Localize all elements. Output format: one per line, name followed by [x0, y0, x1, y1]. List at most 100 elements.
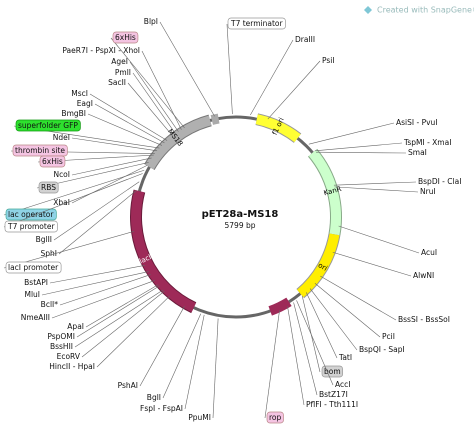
leader-line	[267, 60, 321, 120]
leader-line	[264, 310, 280, 419]
site-label: BglII	[36, 181, 140, 244]
site-label: bom	[301, 295, 344, 378]
feature-tag: RBS	[41, 183, 56, 192]
leader-line	[81, 290, 165, 358]
watermark-icon	[364, 6, 372, 14]
site-label: lacI promoter	[3, 231, 135, 274]
feature-tag: lacI promoter	[8, 263, 59, 272]
feature-arc	[145, 115, 212, 170]
enzyme-name: BstZ17I	[319, 390, 348, 399]
site-label: T7 terminator	[226, 17, 286, 115]
site-label: XbaI	[53, 165, 147, 207]
enzyme-name: NcoI	[53, 170, 70, 179]
enzyme-name: MscI	[71, 89, 88, 98]
site-label: DraIII	[250, 35, 315, 116]
feature-arc	[255, 114, 301, 143]
plasmid-length: 5799 bp	[225, 221, 256, 230]
leader-line	[338, 225, 420, 254]
enzyme-name: BssSI - BssSoI	[398, 315, 450, 324]
site-label: HincII - HpaI	[49, 295, 171, 371]
site-label: rop	[264, 310, 284, 424]
feature-tag: lac operator	[8, 210, 54, 219]
leader-line	[85, 284, 159, 328]
enzyme-name: BspDI - ClaI	[418, 177, 461, 186]
site-label: PshAI	[118, 306, 185, 390]
enzyme-name: SmaI	[408, 148, 427, 157]
leader-line	[41, 271, 149, 296]
feature-tag: superfolder GFP	[18, 121, 78, 130]
site-label: AlwNI	[332, 251, 434, 280]
site-label: SacII	[108, 78, 173, 137]
site-label: PflFI - Tth111I	[287, 306, 358, 409]
leader-line	[58, 190, 137, 255]
feature-arc	[131, 189, 196, 313]
label-box	[227, 17, 286, 30]
site-label: NmeAIII	[21, 280, 155, 322]
leader-line	[159, 21, 215, 117]
site-label: BspDI - ClaI	[333, 177, 461, 186]
label-box	[321, 365, 344, 378]
enzyme-name: BstAPI	[24, 278, 48, 287]
leader-line	[89, 93, 168, 141]
leader-line	[71, 165, 147, 204]
site-label: PaeR7I - PspXI - XhoI	[62, 46, 182, 130]
enzyme-name: NdeI	[53, 133, 70, 142]
site-label: ApaI	[67, 284, 159, 331]
leader-line	[141, 50, 182, 130]
label-box	[39, 155, 66, 168]
leader-line	[250, 39, 294, 116]
leader-line	[51, 280, 155, 319]
leader-line	[333, 181, 417, 186]
label-box	[112, 31, 139, 44]
site-label: 6xHis	[110, 31, 185, 128]
site-label: NcoI	[53, 157, 152, 179]
label-box	[38, 181, 59, 194]
site-label: AcuI	[338, 225, 437, 257]
leader-line	[287, 306, 305, 406]
leader-line	[334, 186, 419, 193]
site-label: PciI	[314, 282, 395, 341]
site-label: BstZ17I	[293, 302, 348, 399]
enzyme-name: AsiSI - PvuI	[396, 118, 438, 127]
feature-tag: bom	[324, 367, 341, 376]
feature-tag: T7 terminator	[230, 19, 284, 28]
leader-line	[293, 302, 318, 396]
leader-line	[212, 318, 219, 419]
plasmid-name: pET28a-MS18	[202, 209, 279, 220]
site-label: PmlI	[115, 68, 176, 134]
leader-line	[226, 23, 233, 115]
leader-line	[71, 157, 152, 176]
feature-tag: thrombin site	[15, 146, 65, 155]
enzyme-name: NruI	[420, 187, 436, 196]
site-label: MscI	[71, 89, 168, 141]
feature-arc	[308, 149, 341, 236]
enzyme-name: BglII	[36, 235, 52, 244]
enzyme-name: BspQI - SapI	[359, 345, 405, 354]
leader-line	[71, 137, 158, 152]
site-label: BstAPI	[24, 265, 146, 287]
label-box	[15, 119, 81, 132]
leader-line	[162, 313, 202, 399]
site-label: EcoRV	[57, 290, 165, 361]
enzyme-name: BclI*	[41, 300, 59, 309]
label-box	[12, 144, 68, 157]
leader-line	[110, 37, 185, 128]
enzyme-name: AcuI	[421, 248, 437, 257]
enzyme-name: PmlI	[115, 68, 131, 77]
site-label: SmaI	[316, 148, 427, 157]
leader-line	[296, 300, 334, 386]
feature-label: ori	[317, 261, 329, 273]
label-box	[5, 261, 62, 274]
site-label: BspQI - SapI	[309, 288, 405, 354]
leader-line	[74, 289, 164, 348]
leader-line	[314, 142, 403, 152]
site-label: T7 promoter	[3, 173, 143, 233]
site-label: NdeI	[53, 133, 158, 152]
enzyme-name: PciI	[382, 332, 395, 341]
feature-tag: 6xHis	[115, 33, 136, 42]
leader-line	[132, 72, 176, 134]
site-label: TatI	[305, 292, 352, 362]
enzyme-name: MluI	[24, 290, 40, 299]
enzyme-name: XbaI	[53, 198, 70, 207]
